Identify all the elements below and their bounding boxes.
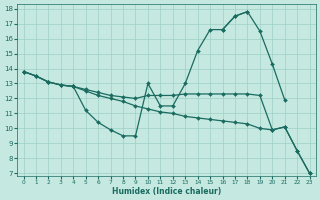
- X-axis label: Humidex (Indice chaleur): Humidex (Indice chaleur): [112, 187, 221, 196]
